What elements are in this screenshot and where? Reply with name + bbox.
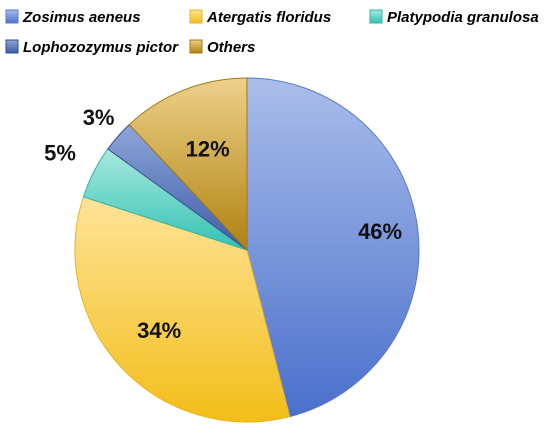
legend-swatch: [5, 39, 19, 54]
slice-zosimus-aeneus: [246, 77, 420, 418]
data-label-atergatis-floridus: 34%: [137, 318, 181, 343]
legend-item-platypodia-granulosa: Platypodia granulosa: [369, 9, 539, 26]
legend-item-atergatis-floridus: Atergatis floridus: [189, 9, 331, 26]
legend-item-others: Others: [189, 39, 255, 56]
legend-label: Lophozozymus pictor: [23, 39, 179, 56]
data-label-platypodia-granulosa: 5%: [44, 141, 76, 166]
legend-label: Others: [207, 39, 255, 56]
pie-slices: [74, 77, 420, 423]
legend-item-lophozozymus-pictor: Lophozozymus pictor: [5, 39, 179, 56]
slice-atergatis-floridus: [74, 196, 291, 423]
data-labels: 46% 34% 5% 3% 12%: [44, 105, 402, 343]
legend-swatch: [369, 9, 383, 24]
legend-label: Platypodia granulosa: [387, 9, 539, 26]
legend-swatch: [189, 39, 203, 54]
data-label-lophozozymus-pictor: 3%: [83, 105, 115, 130]
legend-label: Zosimus aeneus: [22, 9, 141, 26]
legend-label: Atergatis floridus: [206, 9, 331, 26]
legend-swatch: [5, 9, 19, 24]
legend: Zosimus aeneus Atergatis floridus Platypod…: [5, 9, 539, 56]
legend-item-zosimus-aeneus: Zosimus aeneus: [5, 9, 141, 26]
data-label-others: 12%: [186, 137, 230, 162]
slice-others: [128, 77, 248, 252]
legend-swatch: [189, 9, 203, 24]
data-label-zosimus-aeneus: 46%: [358, 219, 402, 244]
